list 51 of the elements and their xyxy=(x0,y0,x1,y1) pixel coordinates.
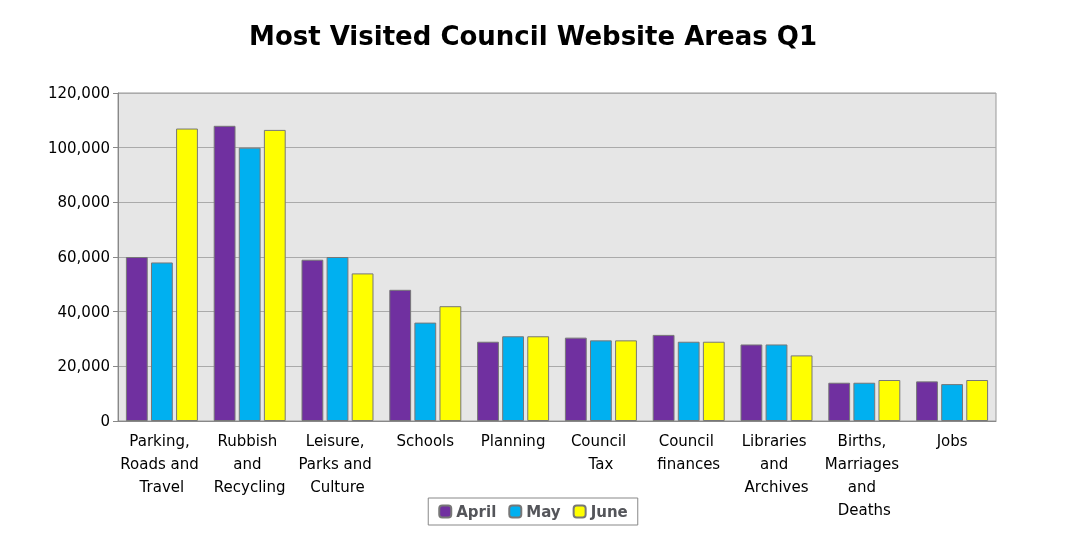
x-tick-label: Schools xyxy=(396,431,455,450)
legend-label: April xyxy=(456,502,497,521)
bar xyxy=(941,384,964,421)
y-tick-label: 60,000 xyxy=(57,248,110,266)
bar xyxy=(828,382,851,421)
y-tick-label: 120,000 xyxy=(47,84,110,102)
bar xyxy=(916,381,938,421)
x-tick-label: Births, Marriages and Deaths xyxy=(824,431,904,519)
chart-title: Most Visited Council Website Areas Q1 xyxy=(249,21,817,51)
bar xyxy=(740,344,763,421)
bar xyxy=(527,336,550,421)
x-tick-label: Jobs xyxy=(935,431,968,450)
x-tick-label: Rubbish and Recycling xyxy=(213,431,286,496)
y-tick-label: 100,000 xyxy=(47,138,110,157)
x-tick-label: Leisure, Parks and Culture xyxy=(298,431,377,496)
bar xyxy=(702,341,725,421)
bar xyxy=(878,380,901,421)
bar xyxy=(502,336,525,421)
bar xyxy=(150,262,173,421)
bar xyxy=(853,382,876,421)
y-tick-label: 40,000 xyxy=(57,302,110,321)
bar xyxy=(564,337,587,421)
x-tick-label: Planning xyxy=(480,431,546,450)
bar xyxy=(263,129,286,421)
x-tick-label: Council finances xyxy=(657,431,721,473)
y-tick-label: 20,000 xyxy=(57,357,110,376)
x-tick-label: Council Tax xyxy=(570,431,631,473)
bar xyxy=(213,125,236,421)
bar xyxy=(477,341,499,421)
bar xyxy=(125,257,148,421)
bar xyxy=(589,340,612,421)
bar xyxy=(966,380,989,421)
bar xyxy=(301,259,324,421)
x-tick-label: Parking, Roads and Travel xyxy=(120,431,204,496)
y-tick-label: 80,000 xyxy=(57,193,110,212)
x-tick-label: Libraries and Archives xyxy=(741,431,812,496)
legend-label: June xyxy=(589,502,628,521)
bar xyxy=(765,344,788,421)
legend-label: May xyxy=(526,502,561,521)
bar xyxy=(326,257,349,421)
bar xyxy=(351,273,374,421)
bar xyxy=(790,355,813,421)
bar xyxy=(677,341,700,421)
bar xyxy=(176,128,198,421)
bar xyxy=(414,322,437,421)
bar xyxy=(389,289,412,421)
bar xyxy=(615,340,637,421)
bar xyxy=(439,306,462,421)
bar xyxy=(238,147,261,421)
bar xyxy=(652,334,675,421)
y-tick-label: 0 xyxy=(100,412,110,430)
